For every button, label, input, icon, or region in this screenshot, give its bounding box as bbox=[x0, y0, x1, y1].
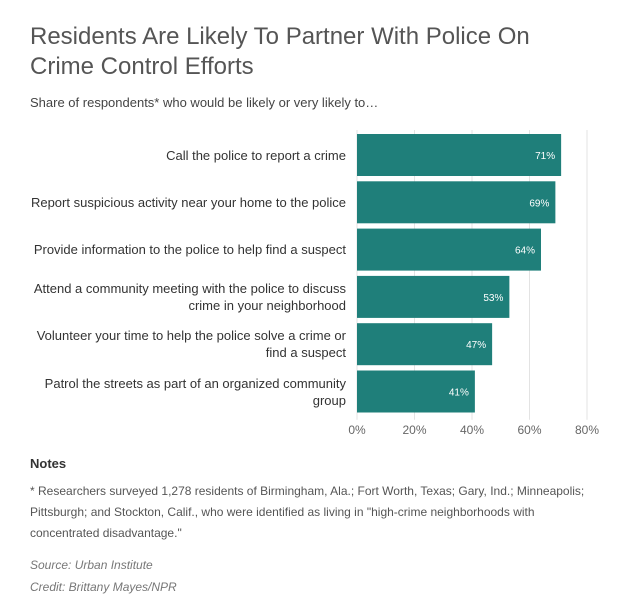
value-label: 64% bbox=[515, 246, 535, 257]
x-tick-label: 20% bbox=[402, 423, 426, 437]
category-row: Call the police to report a crime bbox=[20, 134, 346, 176]
bar bbox=[357, 181, 556, 224]
category-row: Provide information to the police to hel… bbox=[20, 229, 346, 271]
bar bbox=[357, 275, 510, 318]
value-label: 71% bbox=[535, 151, 555, 162]
y-tick-label: Call the police to report a crime bbox=[166, 147, 346, 163]
bar bbox=[357, 370, 475, 413]
value-label: 47% bbox=[466, 340, 486, 351]
category-row: Volunteer your time to help the police s… bbox=[20, 323, 346, 365]
value-label: 41% bbox=[449, 388, 469, 399]
x-tick-label: 40% bbox=[460, 423, 484, 437]
chart-subtitle: Share of respondents* who would be likel… bbox=[30, 95, 379, 110]
source: Source: Urban Institute bbox=[30, 558, 153, 572]
chart-title: Residents Are Likely To Partner With Pol… bbox=[30, 23, 530, 80]
category-row: Report suspicious activity near your hom… bbox=[20, 181, 346, 223]
y-tick-label: Attend a community meeting with the poli… bbox=[33, 280, 346, 313]
category-row: Patrol the streets as part of an organiz… bbox=[20, 371, 346, 413]
category-row: Attend a community meeting with the poli… bbox=[20, 276, 346, 318]
y-tick-label: Volunteer your time to help the police s… bbox=[36, 328, 346, 361]
value-label: 69% bbox=[529, 198, 549, 209]
value-label: 53% bbox=[483, 293, 503, 304]
y-tick-label: Report suspicious activity near your hom… bbox=[30, 194, 346, 210]
notes-heading: Notes bbox=[30, 456, 67, 471]
y-tick-label: Provide information to the police to hel… bbox=[33, 242, 346, 258]
bar bbox=[357, 228, 541, 271]
bar bbox=[357, 323, 493, 366]
y-tick-label: Patrol the streets as part of an organiz… bbox=[44, 375, 346, 408]
credit: Credit: Brittany Mayes/NPR bbox=[30, 580, 177, 594]
notes-text: * Researchers surveyed 1,278 residents o… bbox=[30, 484, 585, 540]
bar bbox=[357, 134, 562, 176]
x-tick-label: 60% bbox=[517, 423, 541, 437]
x-tick-label: 80% bbox=[575, 423, 599, 437]
x-tick-label: 0% bbox=[348, 423, 366, 437]
chart: 0% 20% 40% 60% 80% 71% 69% 64% 53% 47% 41% bbox=[348, 130, 599, 437]
